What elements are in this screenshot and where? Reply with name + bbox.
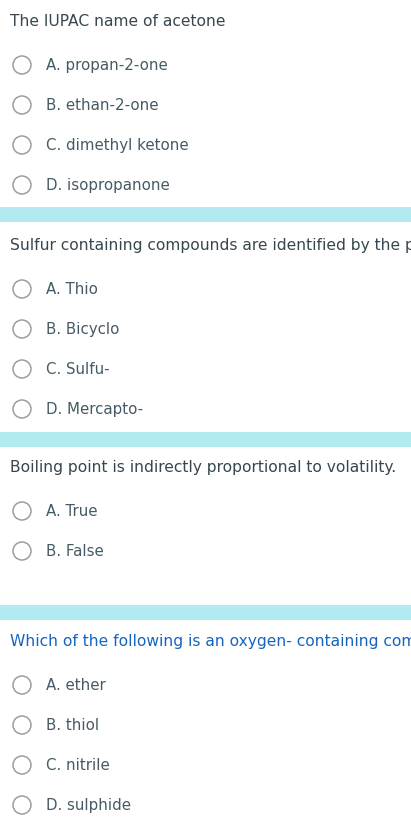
Text: Sulfur containing compounds are identified by the prefix: Sulfur containing compounds are identifi…: [10, 238, 411, 253]
Text: Boiling point is indirectly proportional to volatility.: Boiling point is indirectly proportional…: [10, 460, 396, 475]
Bar: [0, 432, 411, 447]
Text: D. isopropanone: D. isopropanone: [46, 178, 170, 193]
Bar: [0, 605, 411, 620]
Text: A. ether: A. ether: [46, 678, 106, 693]
Text: Which of the following is an oxygen- containing compound?: Which of the following is an oxygen- con…: [10, 634, 411, 649]
Text: D. sulphide: D. sulphide: [46, 798, 131, 813]
Text: D. Mercapto-: D. Mercapto-: [46, 402, 143, 417]
Text: B. thiol: B. thiol: [46, 718, 99, 733]
Text: B. ethan-2-one: B. ethan-2-one: [46, 98, 159, 113]
Text: The IUPAC name of acetone: The IUPAC name of acetone: [10, 14, 226, 29]
Text: A. Thio: A. Thio: [46, 282, 98, 297]
Text: C. Sulfu-: C. Sulfu-: [46, 362, 110, 377]
Text: B. False: B. False: [46, 544, 104, 559]
Text: C. dimethyl ketone: C. dimethyl ketone: [46, 138, 189, 153]
Text: C. nitrile: C. nitrile: [46, 758, 110, 773]
Bar: [0, 207, 411, 222]
Text: A. True: A. True: [46, 504, 97, 519]
Text: A. propan-2-one: A. propan-2-one: [46, 58, 168, 73]
Text: B. Bicyclo: B. Bicyclo: [46, 322, 119, 337]
